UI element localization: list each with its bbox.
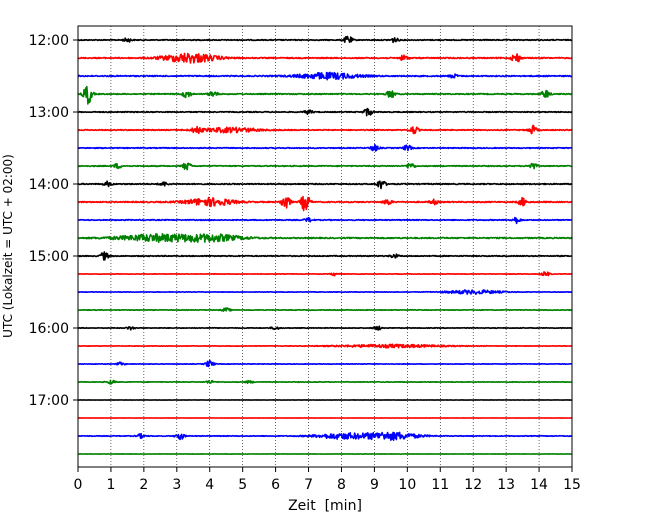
trace-1230 [77, 71, 573, 81]
y-tick-label: 15:00 [29, 249, 69, 265]
x-tick-label: 9 [370, 477, 379, 493]
trace-1245 [77, 85, 573, 105]
trace-1445 [77, 232, 573, 243]
trace-1430 [77, 216, 573, 225]
trace-1600 [77, 325, 573, 331]
trace-1345 [77, 162, 573, 171]
trace-1200 [77, 35, 573, 44]
x-tick-label: 8 [337, 477, 346, 493]
y-axis: 12:00 13:00 14:00 15:00 16:00 17:00 [29, 33, 78, 409]
trace-1630 [77, 359, 573, 368]
y-tick-label: 16:00 [29, 321, 69, 337]
trace-1645 [77, 379, 573, 385]
y-tick-label: 17:00 [29, 393, 69, 409]
y-tick-label: 14:00 [29, 177, 69, 193]
x-tick-label: 12 [464, 477, 482, 493]
trace-1215 [77, 52, 573, 64]
x-tick-label: 4 [205, 477, 214, 493]
trace-1615 [77, 343, 573, 349]
x-tick-label: 13 [497, 477, 515, 493]
trace-1500 [77, 251, 573, 261]
trace-1730 [77, 431, 573, 442]
trace-1300 [77, 107, 573, 117]
x-tick-label: 3 [172, 477, 181, 493]
x-tick-label: 6 [271, 477, 280, 493]
y-tick-label: 13:00 [29, 105, 69, 121]
x-tick-label: 11 [431, 477, 449, 493]
x-tick-label: 7 [304, 477, 313, 493]
trace-1315 [77, 124, 573, 135]
plot-frame [77, 25, 573, 468]
y-axis-label: UTC (Lokalzeit = UTC + 02:00) [1, 154, 15, 338]
x-tick-label: 15 [563, 477, 581, 493]
x-axis-label: Zeit [min] [288, 498, 362, 514]
x-axis: 0 1 2 3 4 5 6 7 8 9 10 11 12 13 14 15 [74, 467, 581, 493]
trace-1400 [77, 180, 573, 190]
x-tick-label: 10 [398, 477, 416, 493]
y-tick-label: 12:00 [29, 33, 69, 49]
trace-1415 [77, 195, 573, 212]
grid-lines [110, 26, 540, 467]
trace-1530 [77, 289, 573, 295]
trace-1515 [77, 271, 573, 277]
trace-1545 [77, 307, 573, 312]
x-tick-label: 14 [530, 477, 548, 493]
x-tick-label: 1 [106, 477, 115, 493]
x-tick-label: 2 [139, 477, 148, 493]
trace-1330 [77, 143, 573, 152]
x-tick-label: 5 [238, 477, 247, 493]
seismogram-traces [77, 35, 573, 455]
x-tick-label: 0 [74, 477, 83, 493]
